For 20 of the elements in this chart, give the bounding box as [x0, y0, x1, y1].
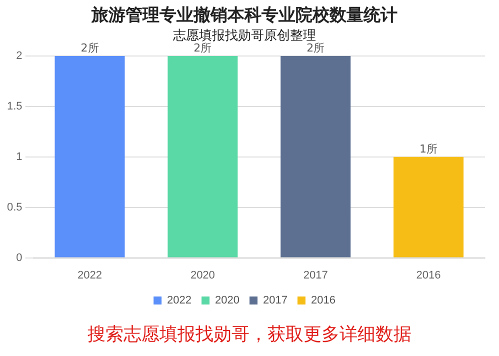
legend-label: 2016	[310, 294, 336, 307]
x-tick-label: 2020	[190, 269, 215, 282]
data-label: 2所	[194, 41, 212, 54]
y-tick-label: 0.5	[6, 201, 22, 214]
data-label: 2所	[306, 41, 325, 54]
data-label: 2所	[80, 41, 99, 54]
y-tick-label: 0	[16, 252, 22, 264]
chart-subtitle: 志愿填报找勋哥原创整理	[173, 28, 316, 44]
data-label: 1所	[420, 142, 438, 156]
x-tick-label: 2016	[416, 269, 441, 282]
y-tick-label: 1	[16, 150, 22, 163]
legend-label: 2017	[263, 294, 288, 307]
legend-label: 2022	[167, 294, 192, 307]
x-tick-label: 2022	[78, 269, 102, 282]
y-tick-label: 2	[16, 50, 22, 62]
chart-title: 旅游管理专业撤销本科专业院校数量统计	[90, 6, 398, 26]
text: 搜索志愿填报找勋哥，获取更多详细数据	[86, 323, 412, 346]
legend-label: 2020	[215, 294, 240, 307]
y-tick-label: 1.5	[6, 100, 22, 112]
x-tick-label: 2017	[303, 269, 328, 282]
